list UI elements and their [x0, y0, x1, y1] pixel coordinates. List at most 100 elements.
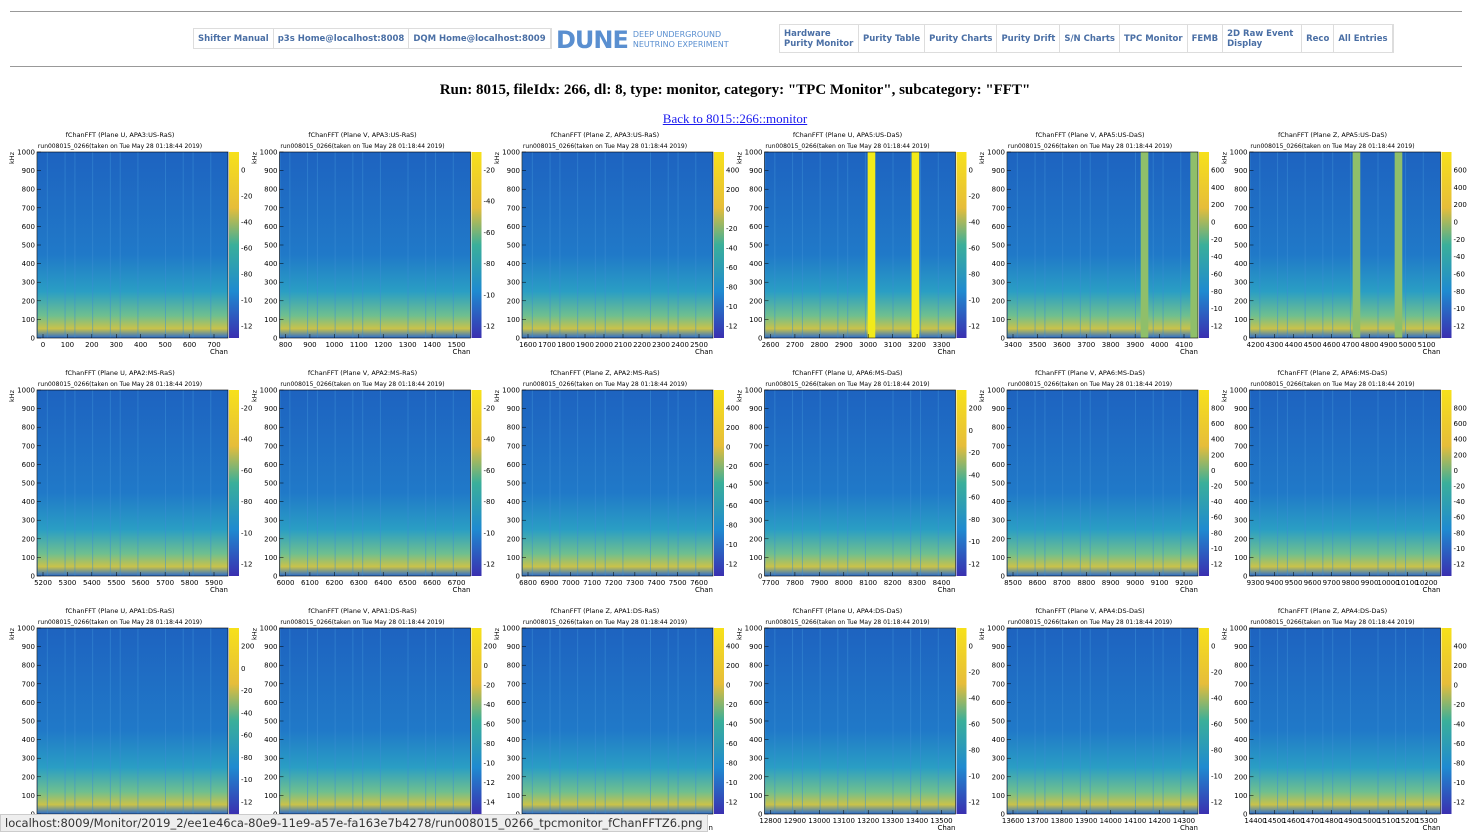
y-tick-label: 900: [507, 643, 520, 651]
colorbar-tick-label: 200: [241, 643, 254, 651]
y-tick-label: 800: [264, 662, 277, 670]
x-tick-label: 2100: [614, 341, 632, 349]
channel-stripe: [865, 390, 866, 576]
colorbar-tick-label: 200: [726, 186, 739, 194]
channel-stripe: [695, 628, 696, 814]
x-tick-label: 13700: [1026, 817, 1048, 825]
channel-stripe: [65, 628, 66, 814]
y-tick-label: 900: [507, 405, 520, 413]
channel-stripe: [335, 390, 336, 576]
colorbar-tick-label: -40: [726, 245, 737, 253]
y-axis-label: kHz: [736, 151, 744, 164]
x-tick-label: 4500: [1304, 341, 1322, 349]
y-tick-label: 300: [992, 517, 1005, 525]
x-tick-label: 9600: [1304, 579, 1322, 587]
colorbar-tick-label: 200: [1211, 451, 1224, 459]
channel-stripe: [193, 152, 194, 338]
colorbar-tick-label: -20: [241, 193, 252, 201]
y-tick-label: 100: [1234, 554, 1247, 562]
colorbar-tick-label: -40: [484, 436, 495, 444]
channel-stripe: [1107, 628, 1108, 814]
channel-stripe: [1044, 390, 1045, 576]
channel-stripe: [1423, 152, 1424, 338]
channel-stripe: [137, 390, 138, 576]
x-tick-label: 13100: [833, 817, 855, 825]
x-tick-label: 12800: [759, 817, 781, 825]
colorbar-tick-label: 400: [1454, 436, 1467, 444]
colorbar-tick-label: -20: [1454, 236, 1465, 244]
channel-stripe: [1405, 152, 1406, 338]
colorbar-tick-label: 800: [1454, 405, 1467, 413]
colorbar-tick-label: -60: [241, 245, 252, 253]
x-tick-label: 13400: [906, 817, 928, 825]
y-tick-label: 200: [749, 535, 762, 543]
y-tick-label: 900: [1234, 643, 1247, 651]
y-tick-label: 400: [749, 260, 762, 268]
y-tick-label: 100: [264, 554, 277, 562]
channel-stripe: [317, 152, 318, 338]
x-tick-label: 5600: [132, 579, 150, 587]
colorbar-tick-label: -12: [969, 323, 980, 331]
x-tick-label: 9700: [1323, 579, 1341, 587]
colorbar-tick-label: 0: [969, 167, 973, 175]
channel-stripe: [92, 152, 93, 338]
channel-stripe: [1332, 628, 1333, 814]
colorbar-tick-label: -80: [241, 754, 252, 762]
x-tick-label: 2400: [671, 341, 689, 349]
channel-stripe: [1017, 152, 1018, 338]
channel-stripe: [1135, 390, 1136, 576]
colorbar-tick-label: -20: [1211, 483, 1222, 491]
plot-title: fChanFFT (Plane V, APA1:DS-RaS): [308, 607, 417, 615]
colorbar-tick-label: -12: [484, 323, 495, 331]
channel-stripe: [1287, 390, 1288, 576]
channel-stripe: [550, 628, 551, 814]
y-tick-label: 900: [749, 167, 762, 175]
x-tick-label: 9500: [1285, 579, 1303, 587]
y-tick-label: 200: [992, 297, 1005, 305]
x-axis-label: Chan: [1422, 348, 1440, 356]
y-tick-label: 700: [1234, 680, 1247, 688]
channel-stripe: [1107, 152, 1108, 338]
colorbar: [229, 628, 239, 814]
channel-stripe: [865, 152, 866, 338]
channel-stripe: [595, 390, 596, 576]
channel-stripe: [668, 152, 669, 338]
channel-stripe: [110, 628, 111, 814]
colorbar-tick-label: 0: [726, 444, 730, 452]
channel-stripe: [1035, 628, 1036, 814]
y-tick-label: 200: [264, 297, 277, 305]
x-axis-label: Chan: [937, 348, 955, 356]
x-tick-label: 900: [303, 341, 316, 349]
channel-stripe: [1277, 152, 1278, 338]
channel-stripe: [892, 152, 893, 338]
y-tick-label: 200: [507, 773, 520, 781]
colorbar-tick-label: -40: [1454, 253, 1465, 261]
y-tick-label: 900: [22, 167, 35, 175]
plot-title: fChanFFT (Plane U, APA5:US-DaS): [793, 131, 902, 139]
x-tick-label: 8200: [884, 579, 902, 587]
heatmap: [1250, 152, 1441, 338]
colorbar-tick-label: 0: [969, 427, 973, 435]
x-tick-label: 14200: [1148, 817, 1170, 825]
colorbar-tick-label: -12: [1211, 323, 1222, 331]
x-tick-label: 0: [41, 341, 45, 349]
channel-stripe: [938, 390, 939, 576]
channel-stripe: [912, 152, 920, 338]
colorbar-tick-label: -20: [726, 225, 737, 233]
y-tick-label: 800: [749, 424, 762, 432]
channel-stripe: [317, 628, 318, 814]
x-tick-label: 14000: [1100, 817, 1122, 825]
colorbar: [472, 628, 482, 814]
x-tick-label: 1300: [399, 341, 417, 349]
x-tick-label: 13200: [857, 817, 879, 825]
x-tick-label: 3000: [859, 341, 877, 349]
y-axis-label: kHz: [1221, 151, 1229, 164]
x-tick-label: 8100: [859, 579, 877, 587]
channel-stripe: [193, 390, 194, 576]
channel-stripe: [678, 628, 679, 814]
colorbar-tick-label: -12: [1454, 799, 1465, 807]
colorbar-tick-label: -12: [484, 779, 495, 787]
channel-stripe: [1141, 152, 1149, 338]
colorbar-tick-label: -20: [969, 669, 980, 677]
colorbar-tick-label: -40: [1211, 498, 1222, 506]
